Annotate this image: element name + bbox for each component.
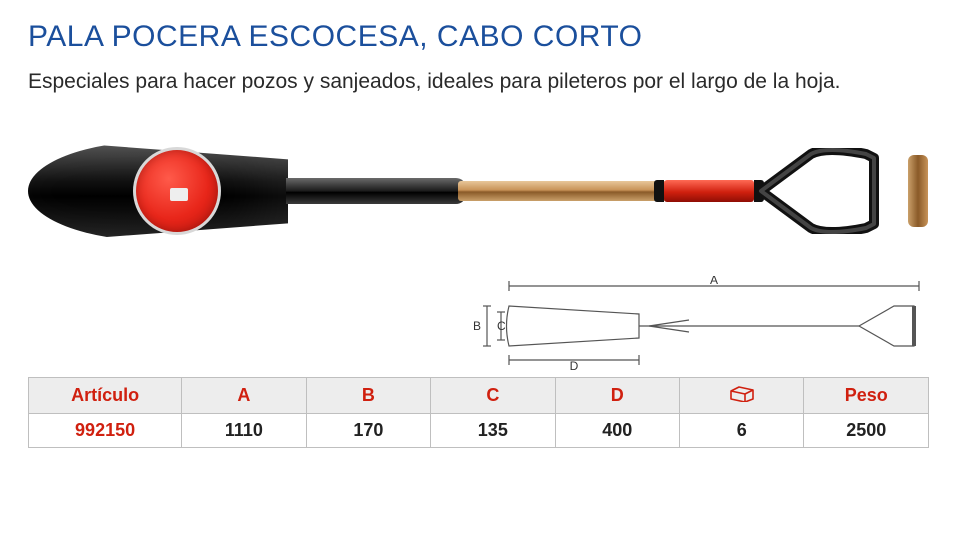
cell-articulo: 992150 [29,414,182,448]
col-header-peso: Peso [804,378,929,414]
shovel-socket [286,178,466,204]
shaft-label [664,180,754,202]
col-header-articulo: Artículo [29,378,182,414]
page-title: PALA POCERA ESCOCESA, CABO CORTO [28,20,929,54]
blade-sticker [133,147,221,235]
dim-label-c: C [497,319,506,333]
spec-table: Artículo A B C D Peso 992150 111 [28,377,929,448]
table-row: 992150 1110 170 135 400 6 2500 [29,414,929,448]
dim-label-b: B [473,319,481,333]
product-photo-row [28,126,929,256]
col-header-c: C [431,378,555,414]
cell-a: 1110 [182,414,306,448]
table-header-row: Artículo A B C D Peso [29,378,929,414]
dimension-diagram: A B C D [449,276,929,371]
shovel-yoke [756,148,886,234]
col-header-d: D [555,378,679,414]
cell-peso: 2500 [804,414,929,448]
col-header-a: A [182,378,306,414]
cell-d: 400 [555,414,679,448]
dim-label-a: A [710,276,718,287]
product-photo [28,136,928,246]
cell-c: 135 [431,414,555,448]
cell-b: 170 [306,414,430,448]
box-icon [728,384,756,407]
dim-label-d: D [570,359,579,371]
col-header-box [680,378,804,414]
product-description: Especiales para hacer pozos y sanjeados,… [28,68,908,96]
col-header-b: B [306,378,430,414]
cell-box: 6 [680,414,804,448]
shovel-shaft [458,181,668,201]
shovel-grip [908,155,928,227]
dimension-diagram-row: A B C D [28,276,929,371]
